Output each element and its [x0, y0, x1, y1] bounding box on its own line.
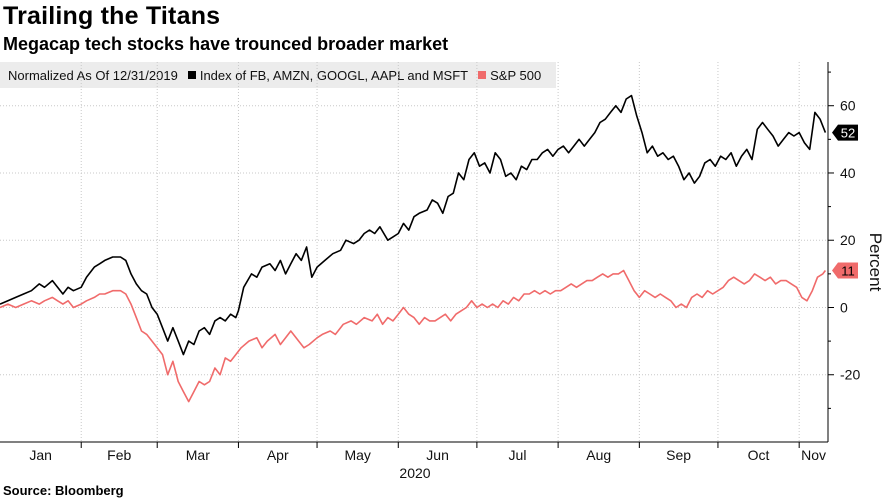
y-tick-label: 20 [840, 232, 856, 248]
x-tick-label: Nov [801, 447, 826, 463]
x-tick-label: May [344, 447, 370, 463]
source-note: Source: Bloomberg [3, 483, 124, 498]
chart-subtitle: Megacap tech stocks have trounced broade… [3, 34, 449, 54]
legend-item-tech: Index of FB, AMZN, GOOGL, AAPL and MSFT [178, 68, 468, 83]
x-tick-label: Jul [509, 447, 527, 463]
sp500-end-label: 11 [841, 263, 855, 278]
y-tick-label: -20 [840, 367, 860, 383]
tech-end-label: 52 [841, 126, 855, 141]
y-axis-title: Percent [866, 233, 885, 292]
x-tick-label: Oct [748, 447, 770, 463]
x-tick-label: Sep [666, 447, 691, 463]
x-tick-label: Jan [29, 447, 52, 463]
x-tick-label: Aug [586, 447, 611, 463]
legend: Normalized As Of 12/31/2019 Index of FB,… [0, 62, 556, 88]
x-tick-label: Jun [426, 447, 449, 463]
sp500-line [0, 269, 827, 403]
gridlines [0, 62, 828, 442]
legend-swatch-spx [478, 71, 487, 79]
tech-index-line [0, 94, 827, 356]
x-tick-label: Apr [267, 447, 289, 463]
legend-label-tech: Index of FB, AMZN, GOOGL, AAPL and MSFT [199, 67, 469, 83]
series-lines [0, 94, 827, 403]
legend-item-spx: S&P 500 [468, 68, 541, 83]
y-tick-label: 0 [840, 299, 848, 315]
legend-label-spx: S&P 500 [490, 67, 542, 83]
sp500-end-flag [832, 262, 858, 279]
x-tick-label: Feb [107, 447, 131, 463]
end-labels: 52 11 [832, 124, 858, 279]
y-tick-label: 60 [840, 98, 856, 114]
axes: -20 0 20 40 60 Jan Feb Mar Apr May Jun Jul Aug Sep Oct… [0, 62, 860, 463]
chart-title: Trailing the Titans [3, 2, 221, 30]
x-tick-label: Mar [186, 447, 210, 463]
y-tick-label: 40 [840, 165, 856, 181]
x-axis-year-label: 2020 [399, 465, 430, 481]
legend-swatch-tech [187, 71, 196, 79]
legend-note: Normalized As Of 12/31/2019 [8, 67, 178, 83]
tech-end-flag [832, 124, 858, 141]
